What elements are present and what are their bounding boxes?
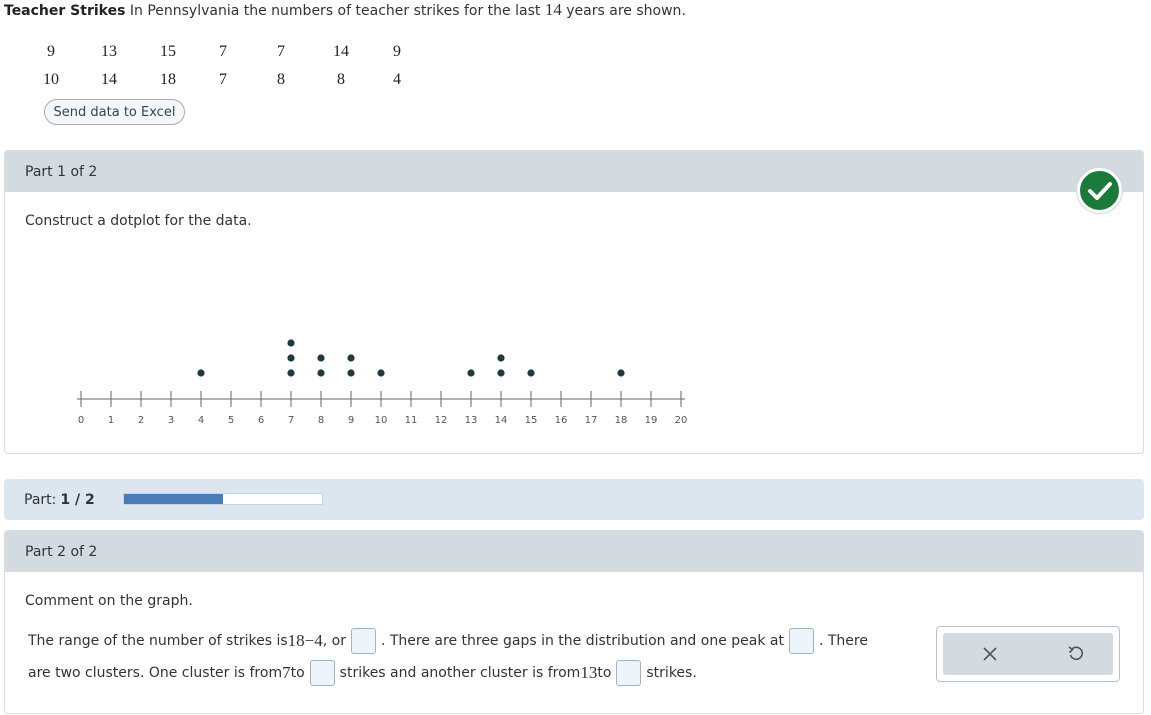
data-cell: 9 <box>393 43 401 60</box>
range-expression: 18−4 <box>287 631 323 650</box>
sentence-text: . There <box>818 633 868 649</box>
data-point <box>377 369 385 377</box>
tick-label: 13 <box>465 415 478 426</box>
part2-header: Part 2 of 2 <box>5 531 1143 572</box>
answer-sentence-1: The range of the number of strikes is 18… <box>28 628 868 654</box>
data-cell: 8 <box>277 71 285 88</box>
data-point <box>467 369 475 377</box>
data-cell: 18 <box>160 71 176 88</box>
tick-label: 11 <box>405 415 418 426</box>
data-cell: 4 <box>393 71 401 88</box>
problem-title-number: 14 <box>544 0 562 19</box>
data-cell: 7 <box>219 71 227 88</box>
data-cell: 15 <box>160 43 176 60</box>
part1-panel: Part 1 of 2 Construct a dotplot for the … <box>4 150 1144 454</box>
data-point <box>347 369 355 377</box>
data-cell: 13 <box>101 43 117 60</box>
data-cell: 7 <box>219 43 227 60</box>
tick-label: 4 <box>198 415 204 426</box>
data-point <box>497 354 505 362</box>
sentence-text: . There are three gaps in the distributi… <box>380 633 784 649</box>
data-table: 9 13 15 7 7 14 9 10 14 18 7 8 8 4 <box>26 38 422 94</box>
data-point <box>527 369 535 377</box>
tick-label: 12 <box>435 415 448 426</box>
peak-answer-input[interactable] <box>788 628 814 654</box>
tick-label: 1 <box>108 415 114 426</box>
tick-label: 2 <box>138 415 144 426</box>
tick-label: 10 <box>375 415 388 426</box>
tick-label: 18 <box>615 415 628 426</box>
progress-bar: Part: 1 / 2 <box>4 479 1144 520</box>
range-answer-input[interactable] <box>350 628 376 654</box>
part1-header-label: Part 1 of 2 <box>25 163 98 180</box>
tick-label: 0 <box>78 415 84 426</box>
problem-title-text: In Pennsylvania the numbers of teacher s… <box>125 3 545 19</box>
data-point <box>197 369 205 377</box>
data-point <box>287 369 295 377</box>
sentence-text: The range of the number of strikes is <box>28 633 288 649</box>
sentence-text: strikes. <box>646 665 697 681</box>
tick-label: 14 <box>495 415 508 426</box>
sentence-text: to <box>597 665 612 681</box>
data-point <box>497 369 505 377</box>
part2-instruction: Comment on the graph. <box>25 593 193 609</box>
part1-instruction: Construct a dotplot for the data. <box>25 213 252 229</box>
sentence-text: to <box>290 665 305 681</box>
data-point <box>317 369 325 377</box>
check-icon <box>1077 168 1122 213</box>
data-cell: 14 <box>101 71 117 88</box>
tick-label: 8 <box>318 415 324 426</box>
cluster2-end-input[interactable] <box>616 660 642 686</box>
tick-label: 5 <box>228 415 234 426</box>
tick-label: 15 <box>525 415 538 426</box>
progress-label-text: Part: <box>24 491 57 508</box>
tick-label: 17 <box>585 415 598 426</box>
problem-title: Teacher Strikes In Pennsylvania the numb… <box>4 0 686 20</box>
data-point <box>287 339 295 347</box>
cluster1-start: 7 <box>282 663 291 682</box>
data-cell: 9 <box>47 43 55 60</box>
answer-tools-bar <box>943 633 1113 675</box>
problem-title-bold: Teacher Strikes <box>4 3 126 19</box>
progress-fill <box>124 494 223 504</box>
cluster2-start: 13 <box>580 663 598 682</box>
data-cell: 7 <box>277 43 285 60</box>
send-to-excel-button[interactable]: Send data to Excel <box>44 99 185 125</box>
sentence-text: strikes and another cluster is from <box>339 665 581 681</box>
data-point <box>287 354 295 362</box>
tick-label: 3 <box>168 415 174 426</box>
cluster1-end-input[interactable] <box>309 660 335 686</box>
progress-label: Part: 1 / 2 <box>24 492 95 508</box>
data-row: 9 13 15 7 7 14 9 <box>26 38 422 66</box>
tick-label: 16 <box>555 415 568 426</box>
tick-label: 19 <box>645 415 658 426</box>
data-point <box>317 354 325 362</box>
part2-header-label: Part 2 of 2 <box>25 543 98 560</box>
data-point <box>617 369 625 377</box>
progress-track <box>123 493 323 505</box>
tick-label: 9 <box>348 415 354 426</box>
tick-label: 7 <box>288 415 294 426</box>
data-row: 10 14 18 7 8 8 4 <box>26 66 422 94</box>
tick-label: 6 <box>258 415 264 426</box>
close-icon[interactable] <box>979 643 1001 665</box>
sentence-text: , or <box>322 633 346 649</box>
progress-value: 1 / 2 <box>60 491 95 508</box>
sentence-text: are two clusters. One cluster is from <box>28 665 283 681</box>
problem-title-end: years are shown. <box>561 3 686 19</box>
answer-tools <box>936 626 1120 682</box>
part1-header: Part 1 of 2 <box>5 151 1143 192</box>
part2-panel: Part 2 of 2 Comment on the graph. The ra… <box>4 530 1144 714</box>
data-point <box>347 354 355 362</box>
data-cell: 14 <box>333 43 349 60</box>
data-cell: 10 <box>43 71 59 88</box>
tick-label: 20 <box>675 415 688 426</box>
data-cell: 8 <box>337 71 345 88</box>
undo-icon[interactable] <box>1065 643 1087 665</box>
dotplot-chart: 0 1 2 3 4 5 6 7 8 9 10 11 12 13 14 15 16 17 18 19 20 <box>77 339 688 426</box>
answer-sentence-2: are two clusters. One cluster is from 7 … <box>28 660 697 686</box>
